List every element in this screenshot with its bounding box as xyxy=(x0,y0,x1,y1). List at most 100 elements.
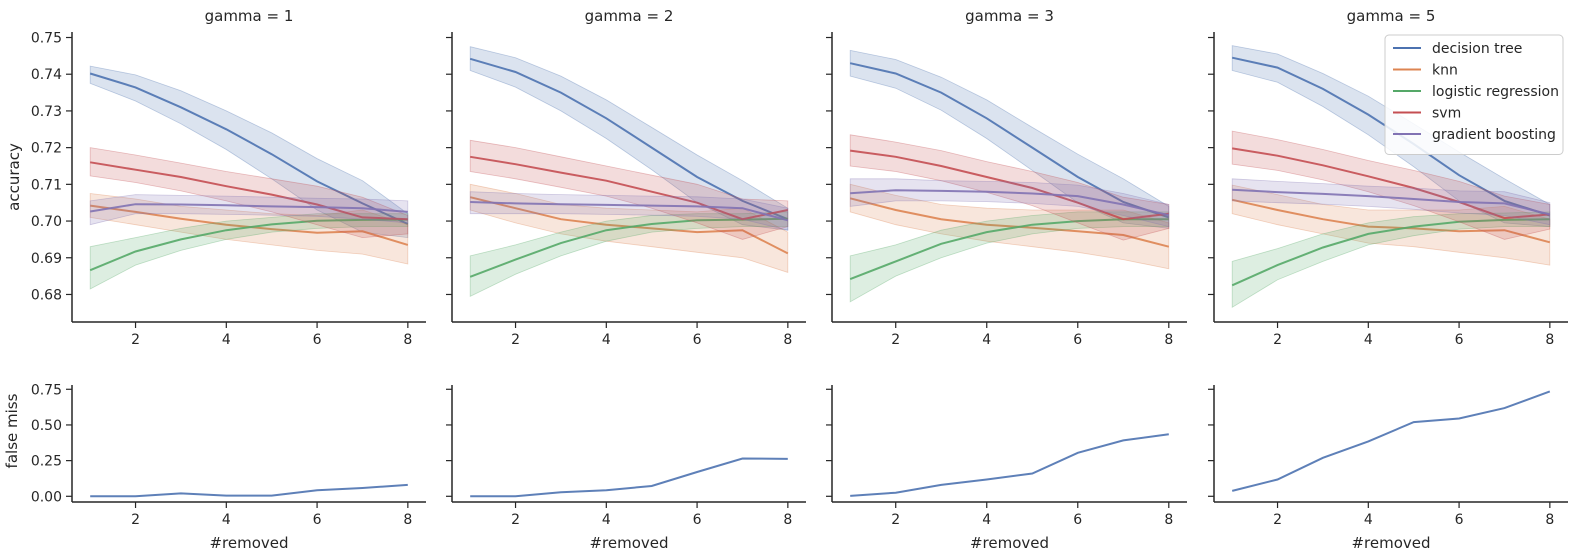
legend-label: decision tree xyxy=(1432,41,1522,57)
x-axis-label: #removed xyxy=(589,534,668,552)
logistic-regression-ci-band xyxy=(849,211,1170,303)
svm-line xyxy=(90,161,408,221)
x-tick-label: 6 xyxy=(313,512,322,528)
x-tick-label: 2 xyxy=(131,332,140,348)
logistic-regression-line xyxy=(1231,218,1550,287)
ylabel-false-miss: false miss xyxy=(3,393,21,468)
false-miss-panel-3: 2 4 6 8 #removed xyxy=(826,385,1187,552)
svm-ci-band xyxy=(469,139,789,240)
legend-label: gradient boosting xyxy=(1432,127,1556,143)
panel-title: gamma = 5 xyxy=(1347,7,1436,25)
x-axis-label: #removed xyxy=(970,534,1049,552)
x-tick-label: 4 xyxy=(222,332,231,348)
y-tick-label: 0.74 xyxy=(31,67,62,83)
x-axis-label: #removed xyxy=(1351,534,1430,552)
x-tick-label: 2 xyxy=(1273,332,1282,348)
logistic-regression-line xyxy=(89,218,408,272)
legend-label: svm xyxy=(1432,106,1461,122)
y-tick-label: 0.00 xyxy=(31,489,62,505)
x-tick-label: 4 xyxy=(602,512,611,528)
x-tick-label: 4 xyxy=(602,332,611,348)
logistic-regression-ci-band xyxy=(89,213,409,290)
logistic-regression-line xyxy=(849,218,1169,281)
x-tick-label: 8 xyxy=(403,332,412,348)
decision-tree-ci-band xyxy=(89,65,409,239)
ylabel-accuracy: accuracy xyxy=(5,143,23,211)
x-tick-label: 6 xyxy=(313,332,322,348)
svm-ci-band xyxy=(849,134,1170,241)
x-tick-label: 6 xyxy=(1073,512,1082,528)
gradient-boosting-line xyxy=(1232,188,1551,216)
y-tick-label: 0.73 xyxy=(31,104,62,120)
svm-ci-band xyxy=(1231,130,1551,240)
false-miss-line xyxy=(90,483,408,498)
gradient-boosting-ci-band xyxy=(1231,178,1551,226)
accuracy-panel-2: 2 4 6 8 gamma = 2 xyxy=(446,7,806,348)
x-tick-label: 2 xyxy=(1273,512,1282,528)
y-tick-label: 0.25 xyxy=(31,454,62,470)
x-tick-label: 4 xyxy=(222,512,231,528)
x-tick-label: 6 xyxy=(693,512,702,528)
knn-line xyxy=(849,197,1170,248)
knn-ci-band xyxy=(469,183,789,273)
y-tick-label: 0.69 xyxy=(31,251,62,267)
x-tick-label: 2 xyxy=(891,512,900,528)
x-axis-label: #removed xyxy=(209,534,288,552)
false-miss-panel-4: 2 4 6 8 #removed xyxy=(1208,385,1568,552)
x-tick-label: 8 xyxy=(403,512,412,528)
accuracy-panel-1: 0.68 0.69 0.70 0.71 0.72 0.73 0.74 0.75 2 4 6 8 gamm… xyxy=(31,7,426,348)
decision-tree-line xyxy=(469,57,789,221)
legend-label: knn xyxy=(1432,63,1458,79)
x-tick-label: 2 xyxy=(511,332,520,348)
x-tick-label: 8 xyxy=(1164,512,1173,528)
svm-ci-band xyxy=(89,147,409,239)
x-tick-label: 6 xyxy=(1455,332,1464,348)
y-tick-label: 0.50 xyxy=(31,418,62,434)
x-tick-label: 8 xyxy=(783,512,792,528)
x-tick-label: 4 xyxy=(982,512,991,528)
legend-label: logistic regression xyxy=(1432,84,1559,100)
x-tick-label: 2 xyxy=(511,512,520,528)
gradient-boosting-line xyxy=(470,201,789,222)
decision-tree-line xyxy=(849,62,1170,219)
svm-line xyxy=(850,149,1169,221)
false-miss-line xyxy=(850,433,1169,497)
x-tick-label: 6 xyxy=(1455,512,1464,528)
gradient-boosting-ci-band xyxy=(469,191,789,231)
legend-box xyxy=(1384,34,1564,155)
y-tick-label: 0.68 xyxy=(31,287,62,303)
knn-line xyxy=(1231,198,1551,244)
panel-title: gamma = 2 xyxy=(585,7,674,25)
knn-ci-band xyxy=(89,193,409,265)
legend: decision tree knn logistic regression svm gr… xyxy=(1384,34,1564,155)
gradient-boosting-ci-band xyxy=(89,194,409,226)
svm-line xyxy=(470,155,788,221)
panel-title: gamma = 1 xyxy=(205,7,294,25)
gradient-boosting-line xyxy=(850,189,1170,217)
x-tick-label: 6 xyxy=(1073,332,1082,348)
y-tick-label: 0.71 xyxy=(31,177,62,193)
x-tick-label: 2 xyxy=(131,512,140,528)
y-tick-label: 0.72 xyxy=(31,141,62,157)
x-tick-label: 8 xyxy=(1164,332,1173,348)
x-tick-label: 6 xyxy=(693,332,702,348)
svm-line xyxy=(1232,147,1550,220)
x-tick-label: 4 xyxy=(982,332,991,348)
gradient-boosting-line xyxy=(90,203,408,213)
accuracy-panel-3: 2 4 6 8 gamma = 3 xyxy=(826,7,1187,348)
decision-tree-ci-band xyxy=(469,46,789,231)
x-tick-label: 4 xyxy=(1364,512,1373,528)
false-miss-line xyxy=(1231,390,1551,492)
false-miss-panel-1: 0.00 0.25 0.50 0.75 2 4 6 8 #removed xyxy=(31,382,426,552)
x-tick-label: 4 xyxy=(1364,332,1373,348)
knn-ci-band xyxy=(1231,184,1551,266)
x-tick-label: 2 xyxy=(891,332,900,348)
logistic-regression-line xyxy=(469,217,788,278)
x-tick-label: 8 xyxy=(783,332,792,348)
false-miss-line xyxy=(470,457,788,498)
panel-title: gamma = 3 xyxy=(965,7,1054,25)
y-tick-label: 0.75 xyxy=(31,31,62,47)
y-tick-label: 0.70 xyxy=(31,214,62,230)
false-miss-panel-2: 2 4 6 8 #removed xyxy=(446,385,806,552)
